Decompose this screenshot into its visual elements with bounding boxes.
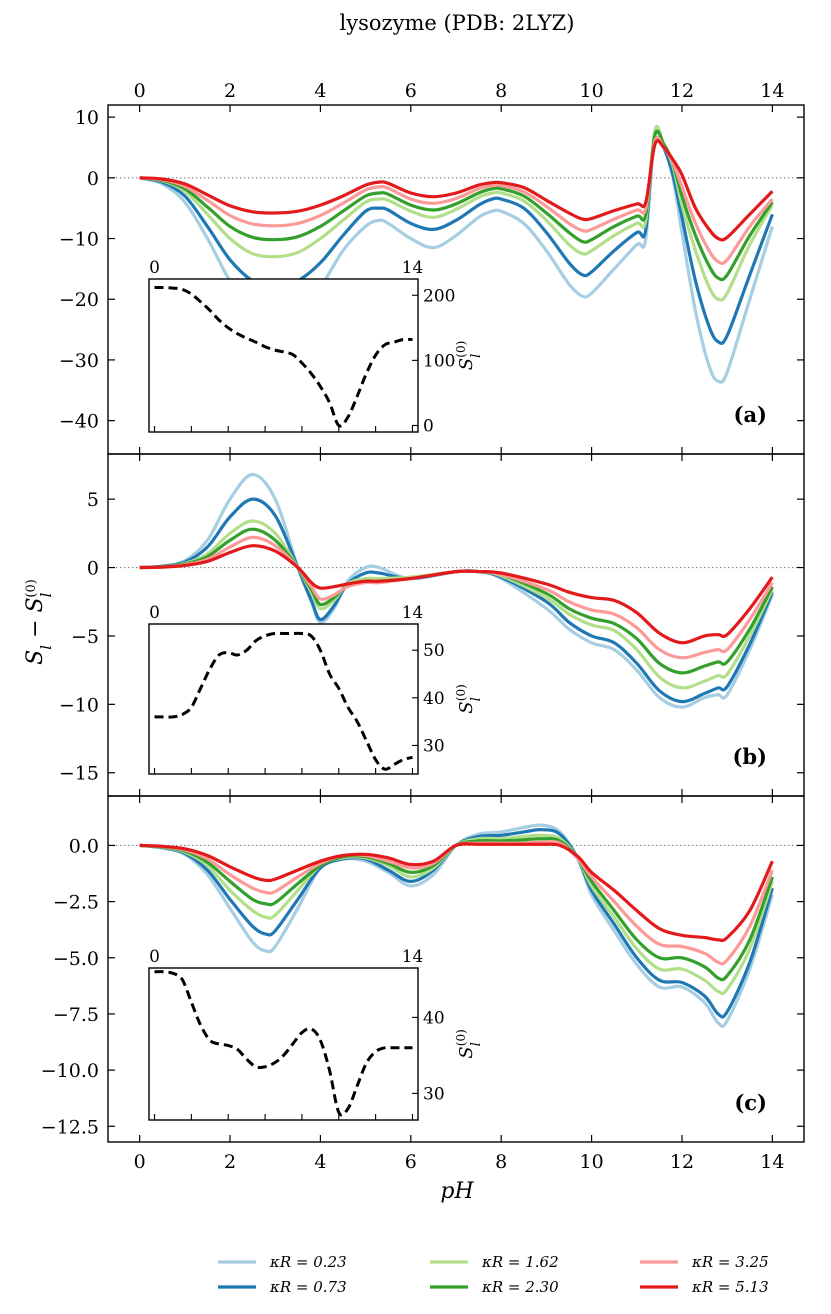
- panel-tag: (a): [734, 402, 767, 427]
- y-tick-label: 5: [87, 489, 99, 511]
- inset-y-axis-label: Sl(0): [454, 1029, 484, 1059]
- legend-label: κR = 5.13: [691, 1278, 769, 1296]
- x-tick-label-bottom: 6: [405, 1151, 417, 1173]
- x-tick-label-top: 4: [314, 80, 326, 102]
- series-line-6: [139, 842, 774, 943]
- x-tick-label-bottom: 12: [670, 1151, 694, 1173]
- inset-frame: [148, 278, 419, 433]
- panel-c: 0 2 4 6 8 10 12 14 0.0 −2.5 −5.0 −7.5 −10.0 −12.5 (c) 0…: [41, 795, 805, 1173]
- legend-label: κR = 1.62: [481, 1253, 559, 1271]
- y-tick-label: −12.5: [41, 1116, 99, 1138]
- y-tick-label: −10: [59, 229, 99, 251]
- inset-frame: [148, 967, 419, 1121]
- panel-tag: (b): [732, 744, 767, 769]
- y-tick-label: 10: [75, 107, 99, 129]
- series-line-6: [139, 544, 774, 645]
- inset-curve: [154, 970, 413, 1117]
- legend: κR = 0.23 κR = 0.73 κR = 1.62 κR = 2.30 κR =…: [218, 1253, 769, 1296]
- x-tick-label-top: 6: [405, 80, 417, 102]
- plot-frame: [107, 795, 805, 1143]
- x-tick-label-top: 12: [670, 80, 694, 102]
- legend-label: κR = 0.23: [269, 1253, 347, 1271]
- y-tick-label: −7.5: [53, 1004, 99, 1026]
- x-tick-label-bottom: 10: [579, 1151, 603, 1173]
- x-tick-label-top: 8: [495, 80, 507, 102]
- y-tick-label: 0.0: [69, 835, 99, 857]
- series-line-3: [139, 125, 774, 302]
- y-axis-label: Sl − Sl(0): [23, 579, 55, 665]
- svg-text:Sl − Sl(0): Sl − Sl(0): [23, 579, 55, 665]
- legend-entry: κR = 1.62: [430, 1253, 559, 1271]
- inset-y-tick-label: 200: [423, 286, 455, 306]
- y-tick-label: 0: [87, 558, 99, 580]
- x-tick-label-bottom: 0: [134, 1151, 146, 1173]
- inset-y-axis-label: Sl(0): [454, 684, 484, 714]
- y-tick-label: −2.5: [53, 892, 99, 914]
- inset-x-tick-label: 14: [402, 258, 424, 278]
- inset: 0 14 30 40 Sl(0): [148, 947, 484, 1121]
- inset-frame: [148, 623, 419, 775]
- x-tick-label-bottom: 8: [495, 1151, 507, 1173]
- inset-y-axis-label: Sl(0): [454, 341, 484, 371]
- series-line-4: [139, 129, 774, 282]
- inset-y-tick-label: 100: [423, 351, 455, 371]
- y-tick-label: −40: [59, 411, 99, 433]
- x-tick-label-top: 14: [760, 80, 784, 102]
- y-tick-label: −20: [59, 289, 99, 311]
- panel-tag: (c): [734, 1090, 767, 1115]
- inset-x-tick-label: 0: [149, 947, 160, 967]
- x-tick-label-bottom: 14: [760, 1151, 784, 1173]
- inset-x-tick-label: 14: [402, 947, 424, 967]
- legend-label: κR = 0.73: [269, 1278, 347, 1296]
- y-tick-label: −5.0: [53, 948, 99, 970]
- y-tick-label: −30: [59, 350, 99, 372]
- series-line-6: [139, 139, 774, 242]
- figure-title: lysozyme (PDB: 2LYZ): [340, 11, 575, 35]
- x-tick-label-top: 2: [224, 80, 236, 102]
- inset-x-tick-label: 14: [402, 603, 424, 623]
- x-tick-label-top: 10: [579, 80, 603, 102]
- inset-x-tick-label: 0: [149, 603, 160, 623]
- inset-y-tick-label: 0: [423, 416, 434, 436]
- legend-label: κR = 2.30: [481, 1278, 559, 1296]
- inset-y-tick-label: 30: [423, 736, 445, 756]
- legend-entry: κR = 0.73: [218, 1278, 347, 1296]
- x-tick-label-bottom: 4: [314, 1151, 326, 1173]
- inset-curve: [154, 285, 413, 428]
- inset: 0 14 30 40 50 Sl(0): [148, 603, 484, 775]
- x-axis-label: pH: [440, 1179, 474, 1204]
- legend-entry: κR = 5.13: [640, 1278, 769, 1296]
- inset-y-tick-label: 50: [423, 641, 445, 661]
- series-group: [139, 472, 774, 709]
- inset-curve: [154, 631, 413, 771]
- y-tick-label: 0: [87, 168, 99, 190]
- legend-entry: κR = 3.25: [640, 1253, 769, 1271]
- legend-entry: κR = 2.30: [430, 1278, 559, 1296]
- inset: 0 14 0 100 200 Sl(0): [148, 258, 484, 436]
- inset-y-tick-label: 30: [423, 1084, 445, 1104]
- y-tick-label: −10.0: [41, 1060, 99, 1082]
- series-line-5: [139, 135, 774, 266]
- series-group: [139, 823, 774, 1028]
- y-tick-label: −5: [71, 626, 99, 648]
- x-tick-label-top: 0: [134, 80, 146, 102]
- x-tick-label-bottom: 2: [224, 1151, 236, 1173]
- y-tick-label: −15: [59, 763, 99, 785]
- series-line-4: [139, 837, 774, 982]
- y-tick-label: −10: [59, 694, 99, 716]
- inset-y-tick-label: 40: [423, 1008, 445, 1028]
- inset-y-tick-label: 40: [423, 689, 445, 709]
- inset-x-tick-label: 0: [149, 258, 160, 278]
- legend-entry: κR = 0.23: [218, 1253, 347, 1271]
- legend-label: κR = 3.25: [691, 1253, 769, 1271]
